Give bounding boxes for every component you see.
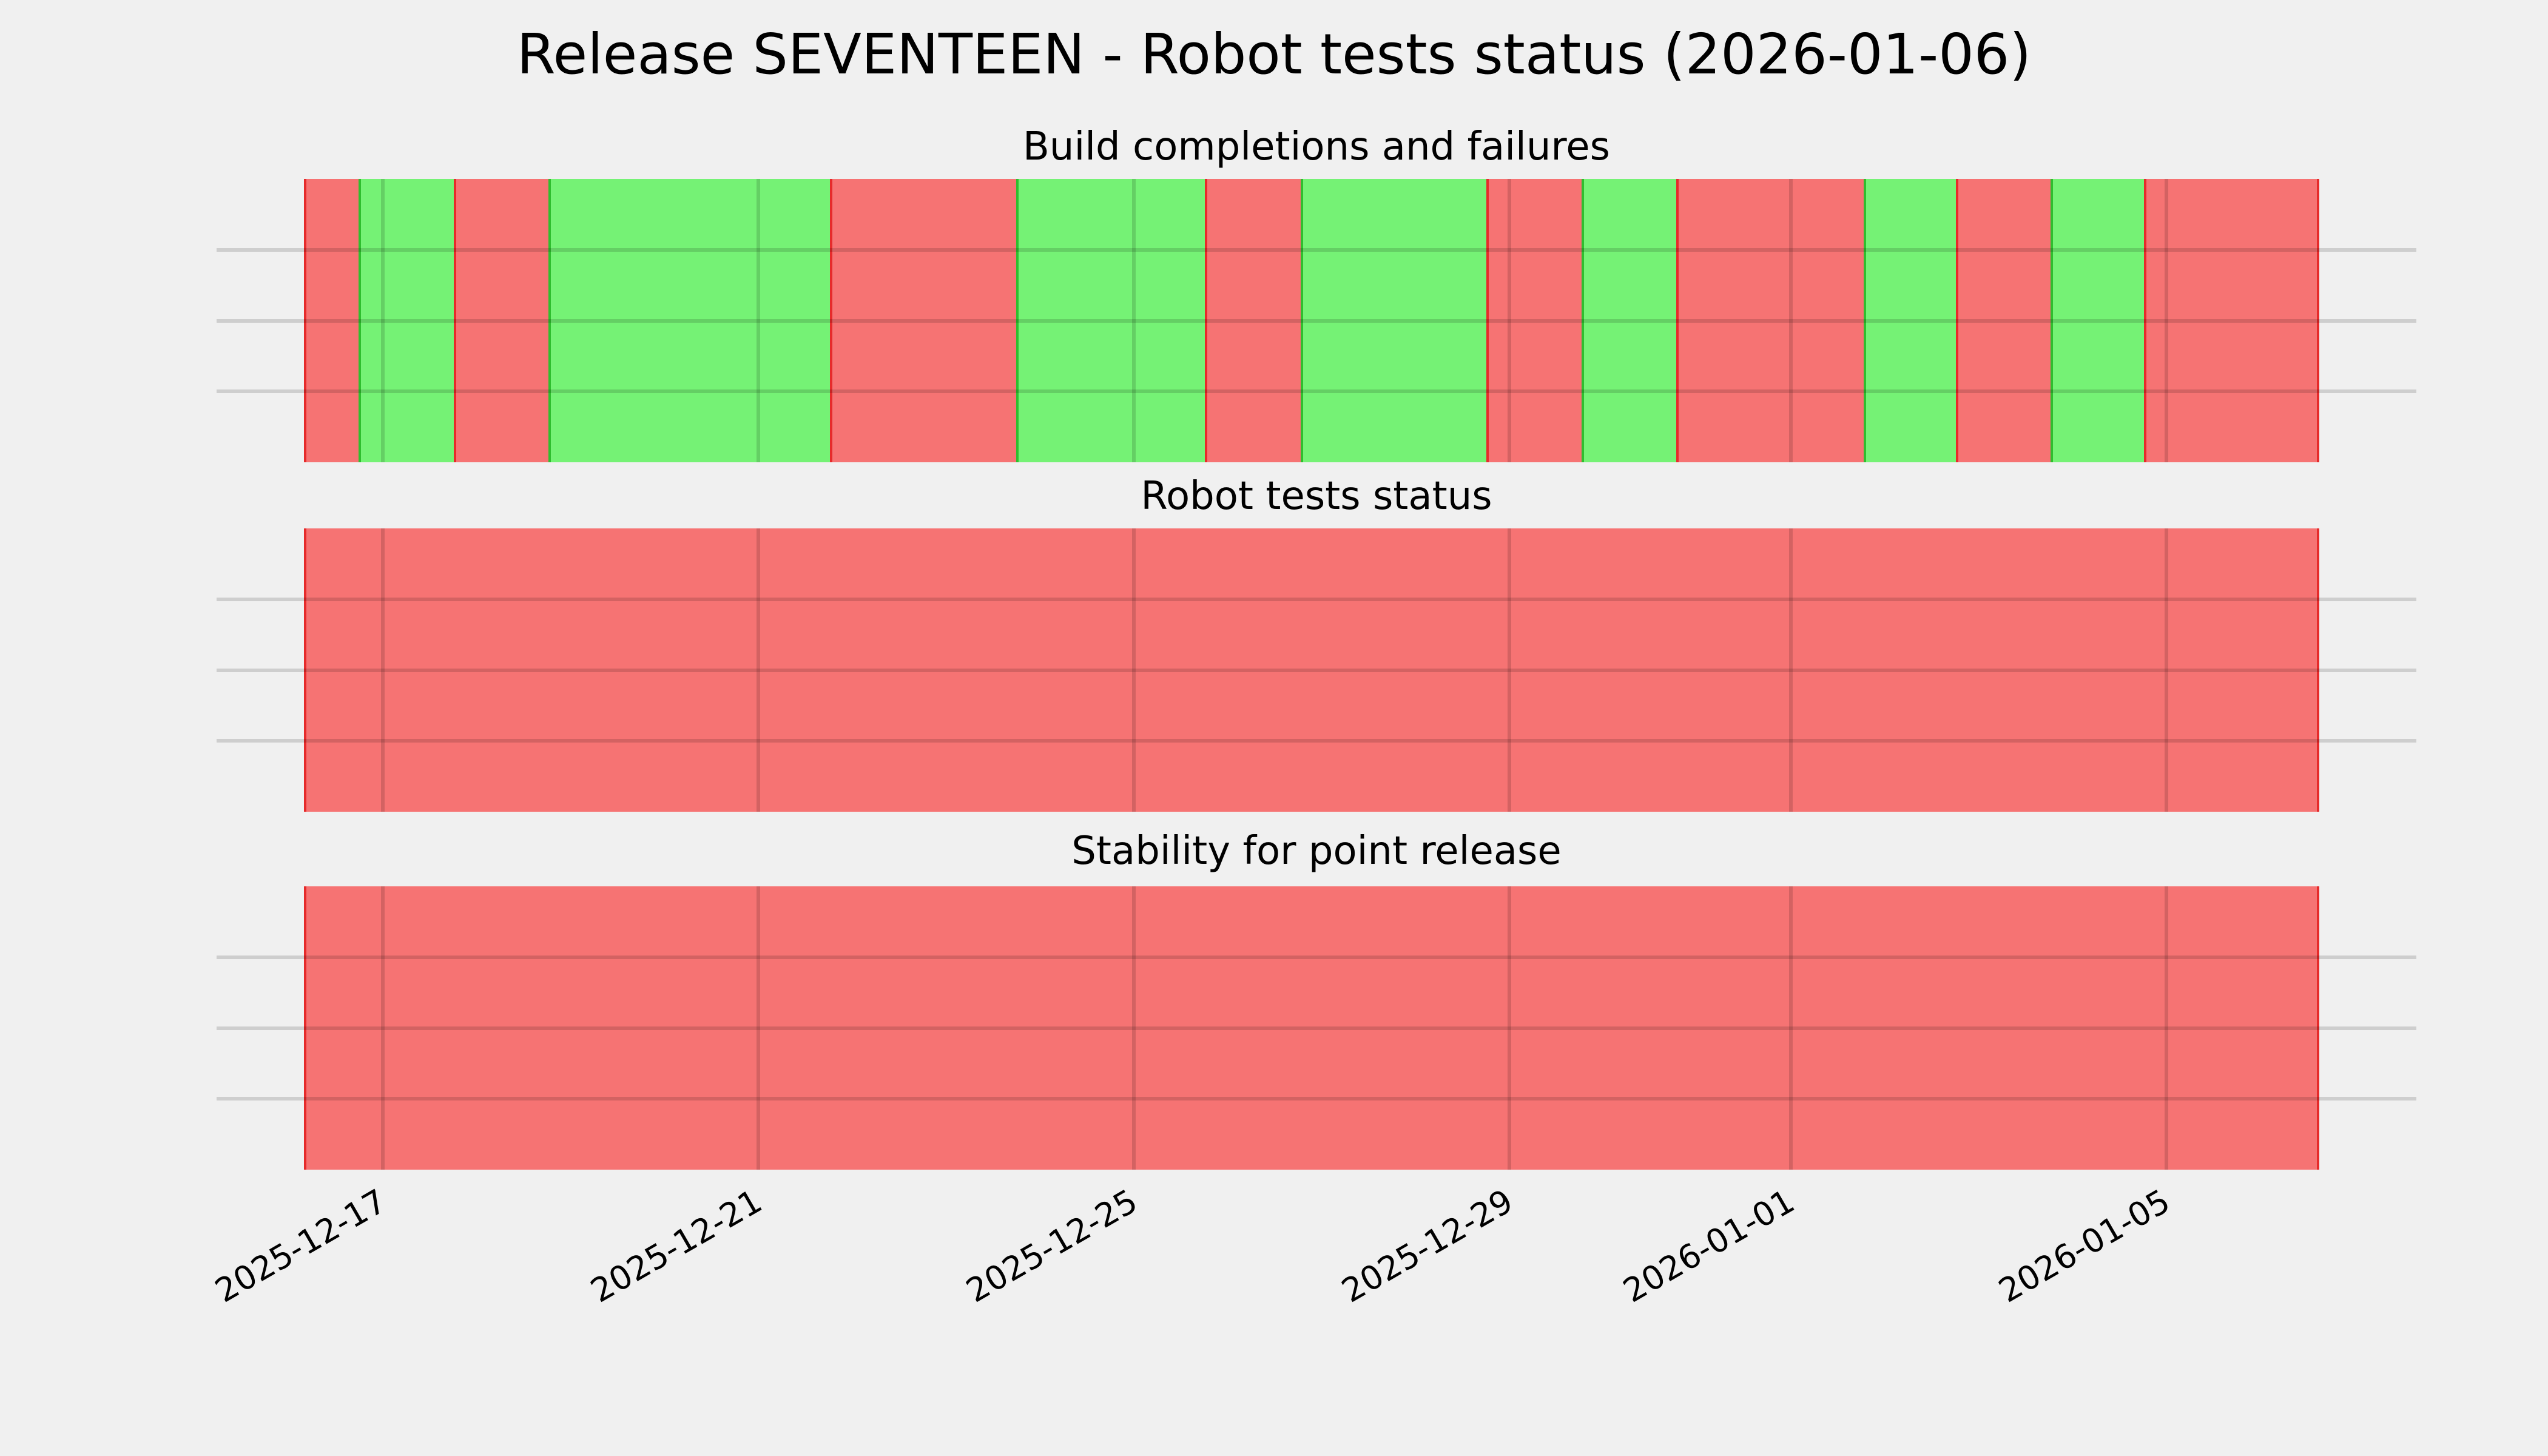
status-segment-fail (304, 886, 2319, 1170)
gridline-horizontal (217, 668, 2416, 672)
status-segment-pass (1301, 179, 1486, 462)
gridline-vertical (2164, 528, 2168, 812)
gridline-vertical (1131, 886, 1136, 1170)
gridline-vertical (380, 886, 385, 1170)
status-segment-fail (830, 179, 1016, 462)
gridline-vertical (1507, 886, 1511, 1170)
gridline-vertical (380, 528, 385, 812)
gridline-vertical (1788, 179, 1793, 462)
status-segment-fail (1204, 179, 1301, 462)
x-tick-label: 2026-01-05 (1992, 1182, 2177, 1310)
gridline-horizontal (217, 739, 2416, 743)
gridline-vertical (757, 886, 761, 1170)
gridline-vertical (2164, 886, 2168, 1170)
x-tick-label: 2025-12-29 (1335, 1182, 1520, 1310)
gridline-horizontal (217, 597, 2416, 601)
status-segment-fail (2143, 179, 2319, 462)
subplot-title: Robot tests status (1141, 474, 1492, 519)
subplot-title: Build completions and failures (1023, 124, 1610, 169)
gridline-vertical (1131, 528, 1136, 812)
status-bar (304, 179, 2319, 462)
gridline-vertical (2164, 179, 2168, 462)
gridline-horizontal (217, 955, 2416, 959)
figure-title: Release SEVENTEEN - Robot tests status (… (516, 22, 2032, 87)
x-tick-label: 2025-12-25 (960, 1182, 1144, 1310)
gridline-vertical (1788, 886, 1793, 1170)
x-tick-label: 2025-12-17 (209, 1182, 393, 1310)
status-segment-pass (1863, 179, 1956, 462)
status-segment-fail (1956, 179, 2051, 462)
status-segment-fail (1676, 179, 1864, 462)
status-bar (304, 528, 2319, 812)
x-tick-label: 2025-12-21 (584, 1182, 769, 1310)
status-segment-pass (2051, 179, 2144, 462)
status-segment-fail (304, 179, 359, 462)
status-segment-fail (454, 179, 549, 462)
status-bar (304, 886, 2319, 1170)
gridline-vertical (757, 179, 761, 462)
status-segment-pass (359, 179, 454, 462)
gridline-horizontal (217, 1097, 2416, 1101)
x-tick-label: 2026-01-01 (1617, 1182, 1801, 1310)
gridline-vertical (757, 528, 761, 812)
status-segment-pass (1582, 179, 1677, 462)
status-segment-pass (1016, 179, 1205, 462)
subplot-title: Stability for point release (1071, 829, 1562, 874)
gridline-horizontal (217, 389, 2416, 394)
gridline-vertical (1507, 528, 1511, 812)
gridline-horizontal (217, 248, 2416, 252)
gridline-vertical (1131, 179, 1136, 462)
gridline-vertical (1507, 179, 1511, 462)
gridline-horizontal (217, 1026, 2416, 1030)
status-segment-fail (304, 528, 2319, 812)
gridline-vertical (380, 179, 385, 462)
status-segment-fail (1486, 179, 1582, 462)
gridline-horizontal (217, 318, 2416, 323)
gridline-vertical (1788, 528, 1793, 812)
status-segment-pass (548, 179, 831, 462)
